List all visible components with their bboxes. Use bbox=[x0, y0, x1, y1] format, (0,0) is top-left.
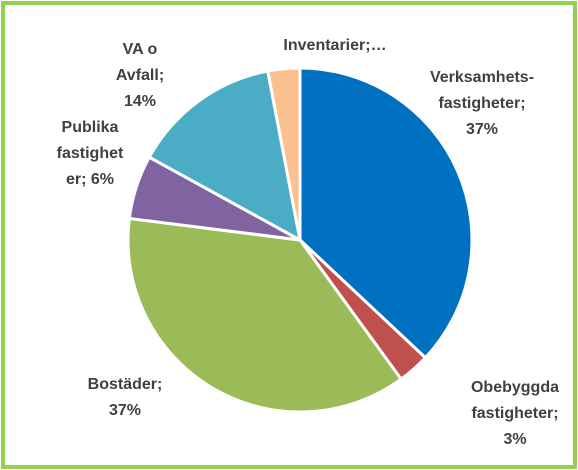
data-label: Avfall; bbox=[116, 67, 164, 84]
data-label: Verksamhets- bbox=[430, 69, 534, 86]
data-label: VA o bbox=[123, 41, 158, 58]
data-label: 14% bbox=[124, 93, 156, 110]
data-label: Obebyggda bbox=[471, 379, 559, 396]
data-label: Inventarier;… bbox=[283, 37, 386, 54]
data-label: er; 6% bbox=[66, 171, 114, 188]
pie-slice bbox=[147, 69, 303, 243]
pie-slice bbox=[126, 216, 404, 414]
data-label: fastighet bbox=[57, 145, 124, 162]
pie-slice bbox=[266, 66, 302, 241]
data-label: 37% bbox=[466, 121, 498, 138]
data-label: 37% bbox=[109, 402, 141, 419]
data-label: fastigheter; bbox=[438, 95, 525, 112]
data-label: fastigheter; bbox=[471, 405, 558, 422]
data-label: Publika bbox=[62, 119, 119, 136]
data-label: Bostäder; bbox=[88, 376, 163, 393]
pie-slice bbox=[298, 66, 474, 360]
data-label: 3% bbox=[503, 431, 526, 448]
